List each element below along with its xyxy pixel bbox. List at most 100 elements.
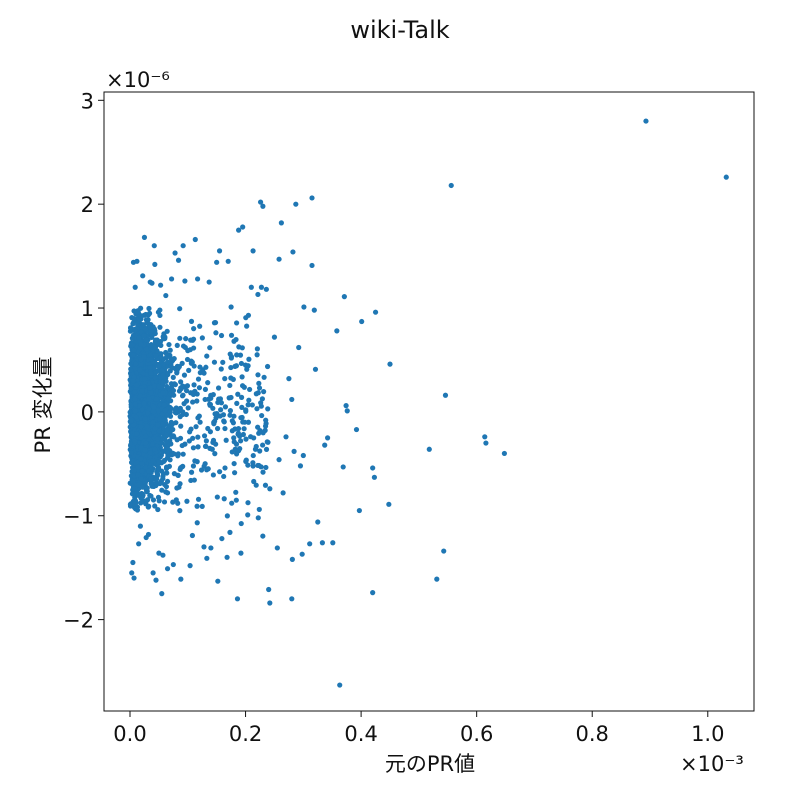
scatter-point	[185, 405, 191, 411]
scatter-point	[146, 305, 152, 312]
scatter-point	[170, 374, 176, 380]
scatter-point	[186, 367, 192, 373]
scatter-point	[238, 438, 244, 444]
scatter-point	[340, 464, 346, 470]
scatter-point	[255, 291, 261, 298]
scatter-point	[156, 416, 163, 422]
scatter-point	[319, 540, 325, 546]
scatter-point	[254, 346, 260, 352]
scatter-point	[177, 508, 183, 514]
scatter-point	[132, 396, 138, 403]
scatter-point	[159, 487, 165, 493]
scatter-point	[169, 434, 175, 440]
scatter-point	[146, 468, 152, 474]
scatter-point	[150, 324, 156, 330]
scatter-point	[211, 359, 218, 365]
scatter-point	[132, 328, 138, 334]
scatter-point	[130, 352, 136, 358]
scatter-point	[132, 494, 138, 501]
x-tick-label: 0.8	[576, 722, 609, 746]
scatter-point	[146, 396, 152, 402]
scatter-point	[309, 195, 315, 201]
scatter-point	[276, 457, 282, 463]
scatter-point	[426, 446, 432, 452]
scatter-point	[213, 415, 219, 421]
scatter-point	[238, 550, 244, 556]
scatter-point	[263, 286, 269, 292]
scatter-point	[132, 389, 138, 395]
scatter-point	[228, 364, 234, 371]
scatter-point	[130, 478, 136, 484]
scatter-point	[152, 374, 158, 381]
scatter-point	[160, 379, 166, 386]
scatter-point	[169, 385, 175, 391]
scatter-point	[131, 347, 137, 354]
scatter-point	[179, 442, 185, 449]
scatter-point	[235, 431, 241, 437]
scatter-point	[128, 418, 134, 424]
scatter-point	[156, 383, 162, 390]
scatter-point	[238, 520, 244, 527]
scatter-point	[264, 439, 270, 445]
scatter-point	[207, 345, 213, 351]
scatter-point	[214, 425, 221, 432]
scatter-point	[289, 556, 295, 562]
scatter-point	[143, 534, 149, 541]
scatter-point	[191, 345, 197, 351]
scatter-point	[214, 259, 220, 265]
scatter-point	[201, 433, 208, 439]
scatter-point	[138, 423, 144, 430]
scatter-point	[322, 442, 328, 448]
scatter-point	[161, 499, 168, 505]
scatter-point	[723, 174, 729, 180]
scatter-point	[434, 576, 440, 582]
scatter-point	[341, 294, 347, 300]
scatter-point	[188, 390, 194, 396]
scatter-point	[143, 317, 150, 323]
scatter-point	[217, 469, 223, 475]
scatter-point	[239, 394, 245, 400]
scatter-point	[138, 445, 144, 451]
scatter-point	[257, 427, 263, 434]
scatter-point	[263, 417, 269, 423]
scatter-point	[359, 318, 365, 325]
scatter-point	[222, 376, 228, 382]
scatter-point	[138, 361, 144, 367]
scatter-point	[135, 492, 142, 498]
scatter-point	[260, 442, 266, 448]
scatter-point	[135, 309, 141, 315]
scatter-point	[248, 284, 254, 290]
scatter-point	[301, 304, 307, 310]
scatter-point	[160, 471, 167, 477]
scatter-point	[224, 513, 230, 519]
scatter-point	[189, 359, 195, 365]
scatter-point	[152, 344, 158, 350]
scatter-point	[222, 425, 228, 432]
scatter-point	[176, 484, 182, 490]
scatter-point	[127, 501, 134, 507]
scatter-point	[133, 382, 140, 388]
scatter-point	[132, 284, 138, 290]
scatter-point	[334, 328, 340, 334]
scatter-point	[250, 248, 256, 254]
scatter-point	[245, 402, 251, 408]
scatter-point	[151, 243, 157, 249]
scatter-point	[258, 284, 265, 290]
scatter-point	[152, 425, 158, 432]
scatter-point	[202, 386, 209, 393]
scatter-point	[172, 381, 178, 388]
scatter-point	[224, 554, 230, 560]
scatter-point	[221, 473, 227, 480]
scatter-point	[221, 496, 227, 502]
scatter-point	[162, 481, 168, 488]
scatter-point	[150, 458, 156, 464]
scatter-point	[343, 403, 349, 409]
scatter-point	[254, 352, 260, 358]
scatter-point	[256, 385, 263, 391]
scatter-point	[183, 388, 190, 394]
scatter-point	[132, 408, 138, 414]
scatter-point	[138, 341, 144, 347]
scatter-point	[227, 382, 233, 389]
scatter-point	[203, 438, 209, 444]
